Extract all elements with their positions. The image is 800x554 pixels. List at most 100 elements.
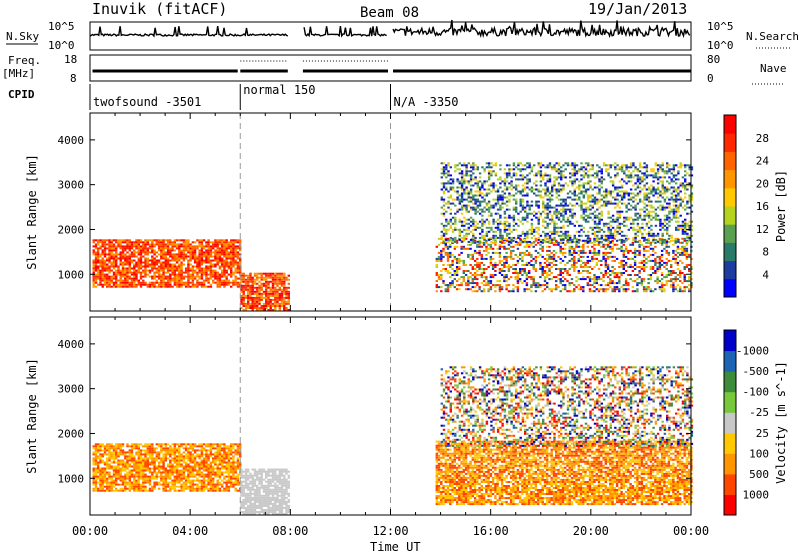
echo-cell — [99, 275, 102, 278]
echo-cell — [451, 238, 455, 241]
echo-cell — [276, 284, 279, 287]
echo-cell — [137, 271, 140, 274]
echo-cell — [516, 247, 520, 250]
echo-cell — [458, 208, 461, 211]
echo-cell — [550, 241, 553, 244]
echo-cell — [108, 247, 111, 250]
echo-cell — [458, 194, 461, 197]
echo-cell — [679, 272, 682, 274]
echo-cell — [474, 200, 477, 203]
echo-cell — [119, 275, 122, 278]
echo-cell — [175, 257, 179, 260]
echo-cell — [672, 170, 676, 173]
echo-cell — [622, 255, 625, 258]
echo-cell — [591, 218, 594, 221]
echo-cell — [534, 237, 538, 240]
echo-cell — [661, 162, 664, 165]
echo-cell — [476, 240, 479, 243]
echo-cell — [654, 224, 658, 227]
echo-cell — [124, 267, 127, 270]
echo-cell — [234, 277, 237, 280]
echo-cell — [685, 251, 689, 254]
echo-cell — [137, 279, 140, 282]
echo-cell — [649, 266, 653, 268]
echo-cell — [193, 261, 197, 264]
echo-cell — [530, 264, 533, 266]
echo-cell — [573, 249, 576, 252]
echo-cell — [633, 247, 637, 250]
echo-cell — [435, 264, 438, 266]
echo-cell — [530, 204, 534, 207]
echo-cell — [645, 232, 649, 235]
echo-cell — [498, 251, 502, 254]
echo-cell — [182, 247, 186, 250]
echo-cell — [660, 272, 664, 274]
echo-cell — [604, 266, 607, 268]
echo-cell — [487, 288, 490, 291]
echo-cell — [442, 240, 446, 243]
echo-cell — [121, 283, 125, 286]
echo-cell — [634, 168, 637, 171]
echo-cell — [160, 245, 163, 248]
echo-cell — [571, 182, 574, 185]
echo-cell — [524, 188, 527, 191]
echo-cell — [256, 300, 259, 303]
echo-cell — [449, 220, 452, 223]
echo-cell — [133, 251, 136, 254]
echo-cell — [130, 255, 134, 258]
echo-cell — [589, 226, 592, 229]
echo-cell — [573, 234, 576, 237]
nsky-tick-bottom: 10^0 — [48, 39, 75, 52]
echo-cell — [500, 288, 504, 291]
echo-cell — [580, 234, 583, 237]
echo-cell — [562, 188, 565, 191]
echo-cell — [509, 253, 513, 256]
echo-cell — [508, 228, 511, 231]
echo-cell — [647, 188, 651, 191]
echo-cell — [112, 285, 116, 288]
echo-cell — [490, 162, 493, 165]
echo-cell — [530, 290, 533, 293]
echo-cell — [256, 294, 259, 297]
echo-cell — [548, 238, 552, 241]
echo-cell — [519, 204, 522, 207]
echo-cell — [675, 212, 678, 215]
echo-cell — [534, 249, 538, 252]
echo-cell — [670, 272, 673, 274]
echo-cell — [110, 239, 113, 242]
echo-cell — [469, 164, 473, 167]
echo-cell — [641, 200, 644, 203]
echo-cell — [269, 292, 272, 295]
echo-cell — [613, 274, 616, 276]
echo-cell — [535, 184, 538, 187]
echo-cell — [164, 265, 167, 268]
echo-cell — [276, 302, 279, 305]
echo-cell — [157, 285, 161, 288]
echo-cell — [135, 243, 138, 246]
echo-cell — [162, 241, 165, 244]
echo-cell — [209, 249, 213, 252]
echo-cell — [569, 164, 572, 167]
echo-cell — [638, 190, 642, 193]
echo-cell — [94, 243, 98, 246]
echo-cell — [514, 268, 517, 270]
echo-cell — [634, 238, 637, 241]
echo-cell — [568, 251, 571, 254]
echo-cell — [562, 198, 565, 201]
echo-cell — [582, 196, 585, 199]
echo-cell — [225, 269, 228, 272]
echo-cell — [481, 224, 484, 227]
echo-cell — [242, 292, 245, 295]
echo-cell — [546, 234, 549, 237]
echo-cell — [618, 282, 621, 285]
echo-cell — [560, 188, 563, 191]
echo-cell — [178, 285, 181, 288]
echo-cell — [650, 168, 653, 171]
echo-cell — [124, 285, 127, 288]
echo-cell — [683, 245, 686, 248]
echo-cell — [688, 278, 691, 281]
echo-cell — [232, 251, 235, 254]
echo-cell — [645, 222, 649, 225]
echo-cell — [629, 180, 633, 183]
echo-cell — [636, 174, 640, 177]
